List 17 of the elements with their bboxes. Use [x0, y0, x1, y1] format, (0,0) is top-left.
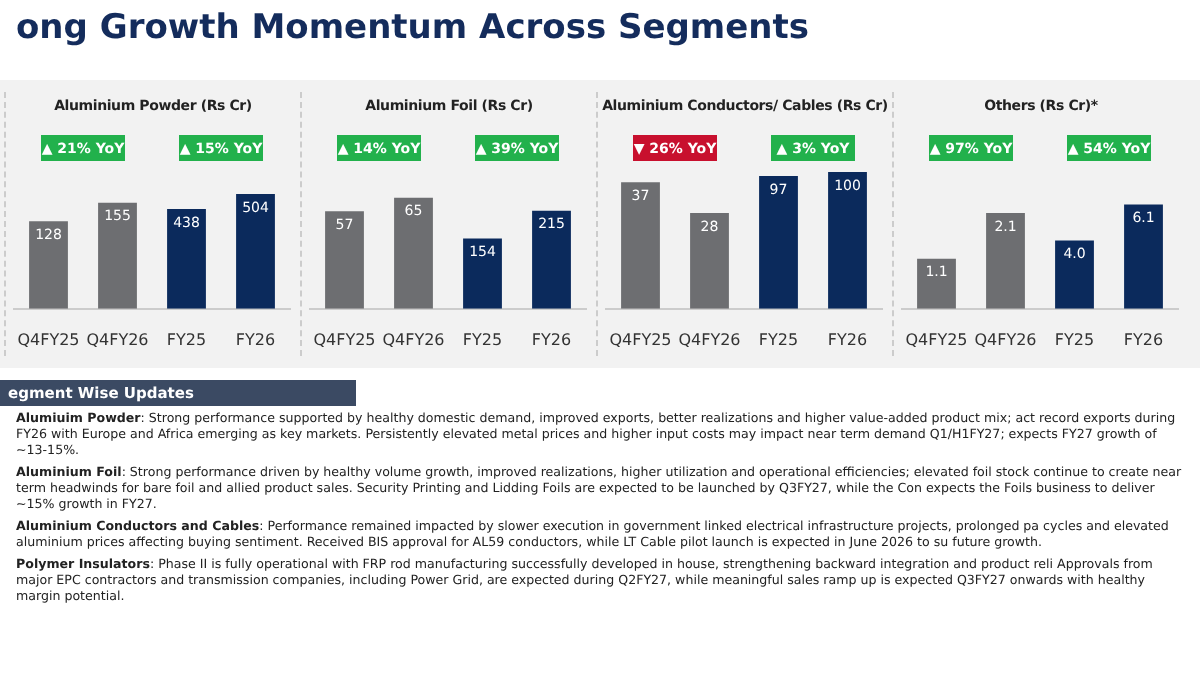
- x-tick-label: Q4FY26: [382, 330, 445, 349]
- x-tick-label: FY25: [166, 330, 207, 349]
- x-tick-label: Q4FY25: [313, 330, 376, 349]
- x-tick-label: FY25: [462, 330, 503, 349]
- x-tick-label: FY26: [1123, 330, 1164, 349]
- x-tick-label: Q4FY26: [678, 330, 741, 349]
- x-tick-label: Q4FY26: [86, 330, 149, 349]
- x-tick-label: FY25: [1054, 330, 1095, 349]
- x-tick-label: Q4FY26: [974, 330, 1037, 349]
- x-tick-label: FY26: [531, 330, 572, 349]
- x-tick-label: FY26: [827, 330, 868, 349]
- text: ong Growth Momentum Across Segments: [14, 6, 812, 52]
- x-tick-label: Q4FY25: [609, 330, 672, 349]
- x-tick-label: FY25: [758, 330, 799, 349]
- x-tick-label: Q4FY25: [17, 330, 80, 349]
- x-tick-label: Q4FY25: [905, 330, 968, 349]
- x-tick-label: FY26: [235, 330, 276, 349]
